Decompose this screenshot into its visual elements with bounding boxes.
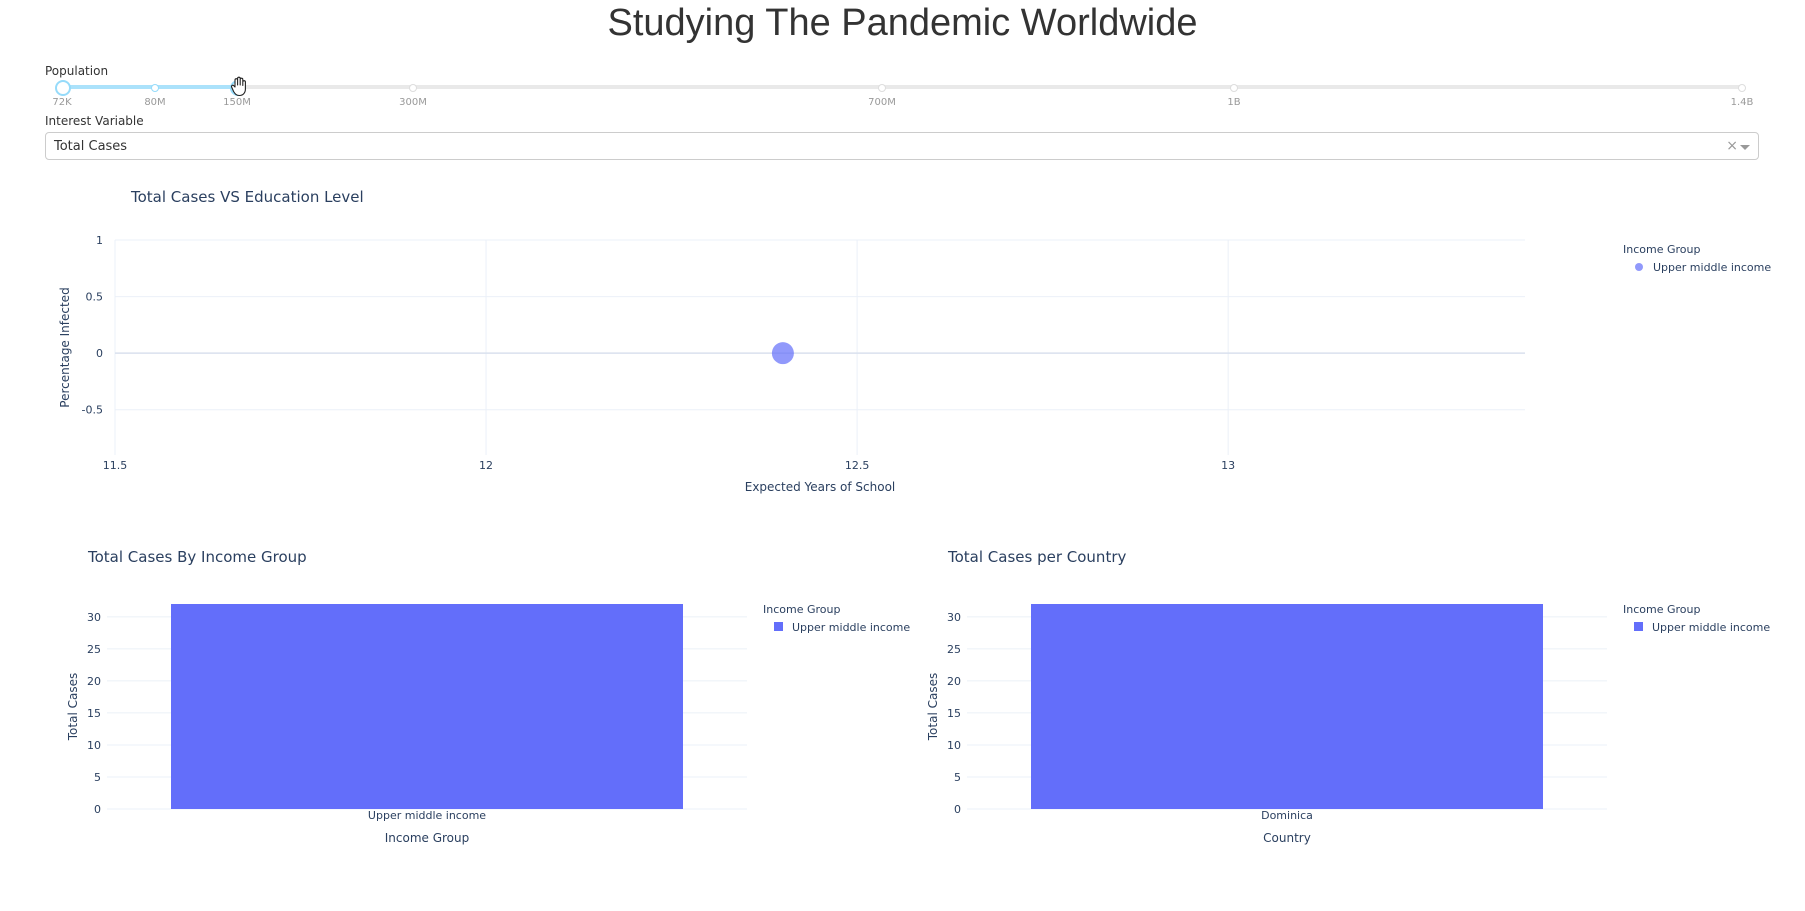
slider-dot[interactable] [878,84,886,92]
legend-marker [774,622,783,631]
scatter-svg: Total Cases VS Education Level 11.5 12 12.5… [58,188,1771,494]
population-label: Population [45,64,109,78]
slider-mark-label[interactable]: 300M [399,97,427,108]
y-axis-title: Percentage Infected [58,287,72,407]
slider-rail[interactable] [62,85,1742,89]
y-tick-label: 0 [954,803,961,816]
y-tick-label: 15 [87,707,101,720]
x-tick-label: 11.5 [103,459,128,472]
interest-variable-label: Interest Variable [45,114,144,128]
x-tick-label: Dominica [1261,809,1313,822]
legend-marker [1634,622,1643,631]
slider-selected-track[interactable] [62,85,237,89]
y-tick-label: 10 [87,739,101,752]
bar-chart-income-group[interactable]: Total Cases By Income Group 0 5 10 15 20 25 30 U… [55,540,910,870]
interest-variable-dropdown[interactable]: Total Cases × [45,132,1759,160]
chart-title: Total Cases VS Education Level [130,188,364,206]
y-tick-label: 30 [947,611,961,624]
x-tick-label: 12 [479,459,493,472]
y-tick-label: -0.5 [82,404,103,417]
grab-cursor-icon [231,76,246,97]
x-tick-label: 13 [1221,459,1235,472]
slider-mark-label[interactable]: 700M [868,97,896,108]
x-axis-title: Income Group [385,831,470,845]
y-axis-title: Total Cases [926,673,940,741]
page-title: Studying The Pandemic Worldwide [607,2,1198,44]
legend-label: Upper middle income [1653,261,1771,274]
y-tick-label: 25 [947,643,961,656]
y-tick-label: 10 [947,739,961,752]
bar [171,604,683,809]
y-tick-label: 5 [94,771,101,784]
legend-label: Upper middle income [792,621,910,634]
scatter-chart-education[interactable]: Total Cases VS Education Level 11.5 12 12.5… [55,180,1771,510]
bar-chart-country[interactable]: Total Cases per Country 0 5 10 15 20 25 30 Domin… [915,540,1770,870]
slider-mark-label[interactable]: 1.4B [1730,97,1754,108]
chart-title: Total Cases per Country [947,548,1126,566]
slider-dot[interactable] [409,84,417,92]
legend-title: Income Group [1623,603,1700,616]
chart-title: Total Cases By Income Group [87,548,307,566]
chevron-down-icon[interactable] [1740,145,1750,150]
y-tick-label: 30 [87,611,101,624]
x-tick-label: 12.5 [845,459,870,472]
clear-icon[interactable]: × [1726,138,1738,154]
y-tick-label: 0.5 [86,291,104,304]
y-axis-title: Total Cases [66,673,80,741]
y-tick-label: 25 [87,643,101,656]
slider-handle-lower[interactable] [55,80,71,96]
population-range-slider[interactable]: 72K 80M 150M 300M 700M 1B 1.4B [52,80,1753,108]
scatter-point [771,342,794,365]
y-tick-label: 1 [96,234,103,247]
legend-title: Income Group [1623,243,1700,256]
slider-mark-label[interactable]: 150M [223,97,251,108]
legend-label: Upper middle income [1652,621,1770,634]
slider-mark-label[interactable]: 72K [52,97,72,108]
x-axis-title: Expected Years of School [745,480,896,494]
slider-mark-label[interactable]: 1B [1227,97,1241,108]
y-tick-label: 15 [947,707,961,720]
y-tick-label: 0 [96,347,103,360]
y-tick-label: 20 [87,675,101,688]
x-tick-label: Upper middle income [368,809,486,822]
y-tick-label: 20 [947,675,961,688]
slider-dot[interactable] [1738,84,1746,92]
slider-dot[interactable] [151,84,159,92]
y-tick-label: 5 [954,771,961,784]
bar-svg: Total Cases By Income Group 0 5 10 15 20 25 30 U… [66,548,910,845]
slider-dot[interactable] [1230,84,1238,92]
bar [1031,604,1543,809]
y-tick-label: 0 [94,803,101,816]
slider-mark-label[interactable]: 80M [144,97,166,108]
legend-title: Income Group [763,603,840,616]
legend-marker [1635,263,1643,271]
bar-svg: Total Cases per Country 0 5 10 15 20 25 30 Domin… [926,548,1770,845]
x-axis-title: Country [1263,831,1311,845]
interest-variable-value: Total Cases [54,139,128,154]
